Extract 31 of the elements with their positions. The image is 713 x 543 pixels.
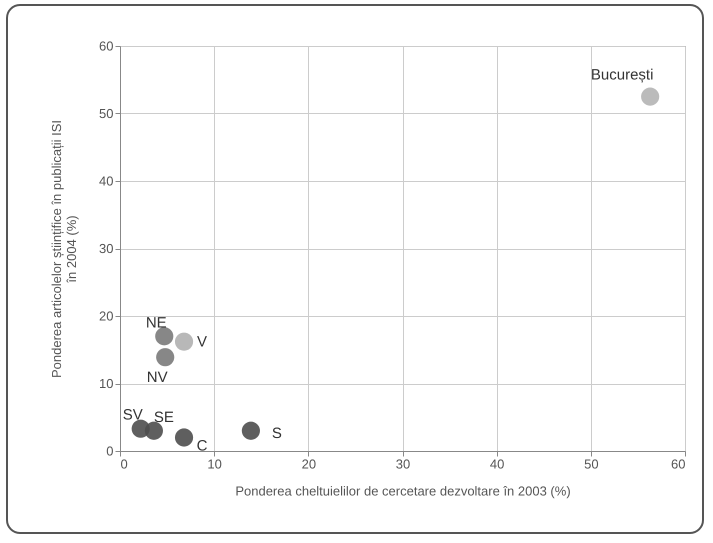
annotation: NV: [146, 369, 168, 386]
x-tick-label: 40: [490, 456, 504, 472]
annotation: NE: [146, 314, 167, 332]
y-tick-label: 30: [99, 241, 114, 256]
point: [242, 422, 260, 440]
annotation: V: [197, 334, 208, 351]
point: [156, 348, 174, 366]
annotation: C: [196, 438, 208, 454]
x-tick-label: 60: [671, 456, 686, 472]
point: [155, 327, 174, 346]
x-axis-title: Ponderea cheltuielilor de cercetare dezvoltare în 2003 (%): [235, 484, 571, 498]
y-tick-label: 50: [99, 106, 114, 121]
x-tick-label: 50: [584, 456, 599, 472]
y-axis-title: Ponderea articolelor științifice în publicații ISI în 2004 (%): [49, 120, 80, 378]
x-tick-label: 0: [120, 456, 128, 472]
point: [174, 332, 194, 351]
x-tick-label: 10: [207, 456, 222, 472]
x-tick-label: 20: [302, 456, 316, 472]
y-tick-label: 0: [106, 444, 114, 458]
point: [174, 428, 194, 447]
annotation: București: [590, 66, 654, 84]
y-tick-label: 10: [99, 376, 114, 391]
annotation: SE: [154, 408, 174, 426]
y-tick-label: 40: [99, 174, 114, 188]
annotation: S: [272, 424, 282, 442]
y-tick-label: 60: [99, 38, 114, 54]
point: [641, 88, 660, 106]
x-tick-label: 30: [396, 456, 410, 472]
point: [144, 422, 163, 440]
y-tick-label: 20: [99, 308, 114, 324]
annotation: SV: [122, 406, 143, 424]
